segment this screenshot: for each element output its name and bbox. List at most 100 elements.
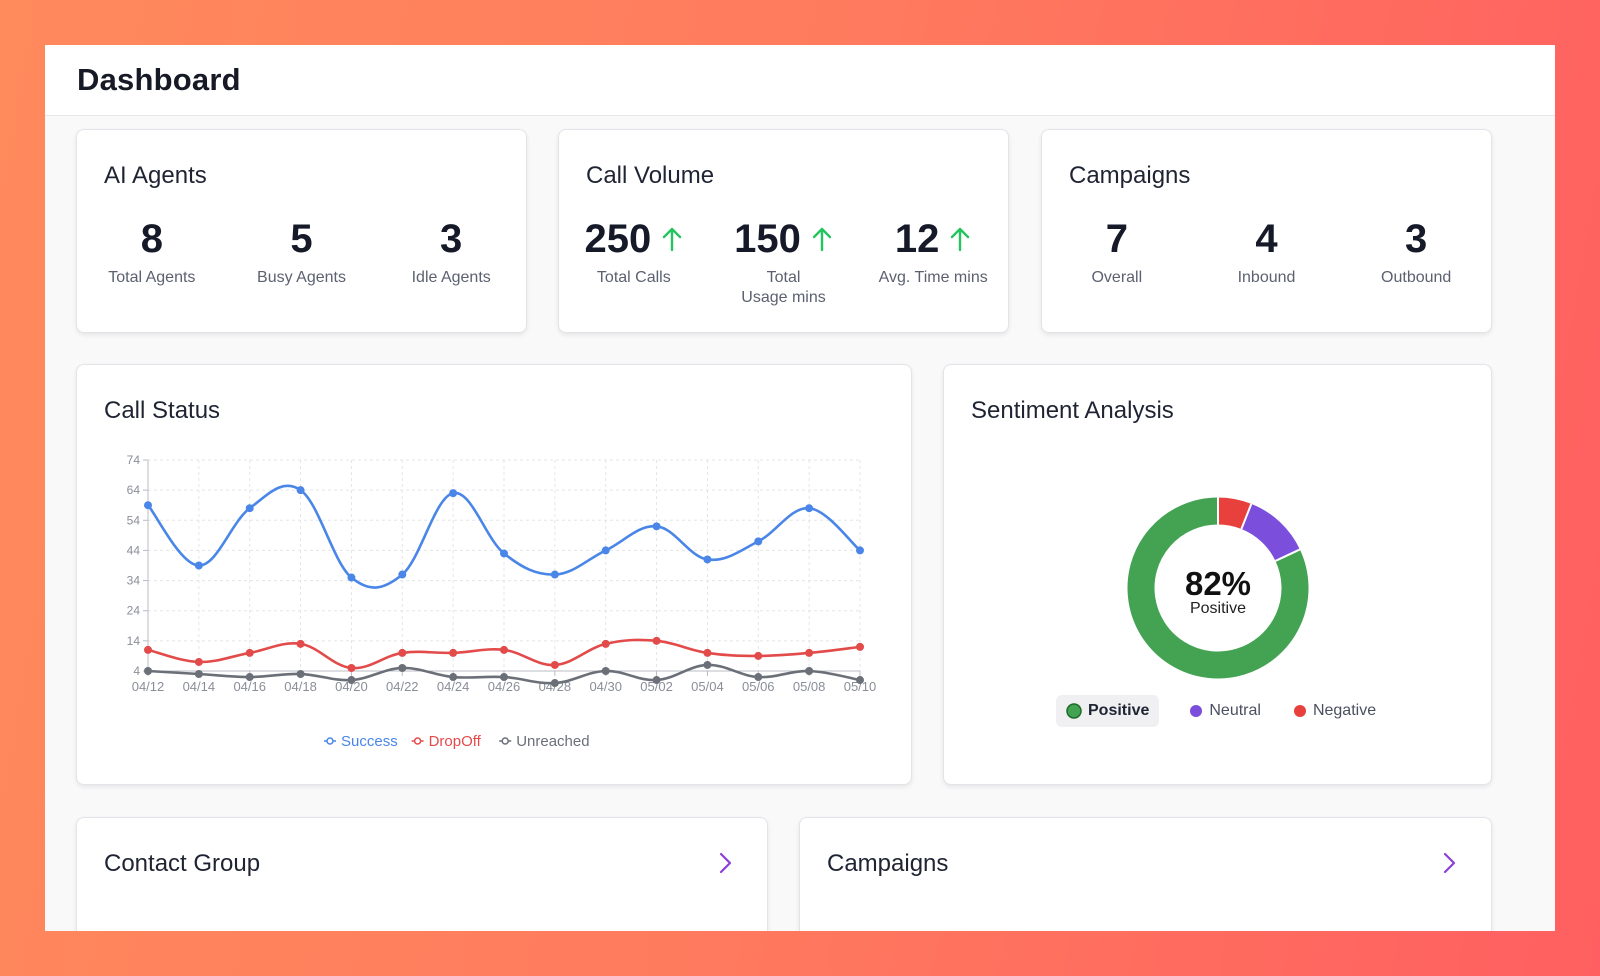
legend-label: Success [341, 733, 398, 750]
data-point-unreached [449, 673, 458, 682]
x-tick-label: 05/10 [844, 679, 877, 694]
arrow-up-icon [951, 227, 970, 252]
legend-item-success: Success [324, 733, 398, 750]
data-point-unreached [398, 663, 407, 672]
donut-center-label: Positive [1189, 600, 1247, 617]
donut-slice-neutral [1240, 503, 1300, 562]
legend-label: Negative [1312, 702, 1377, 719]
card-title: AI Agents [104, 162, 207, 189]
data-point-unreached [347, 676, 356, 685]
dashboard-window: Dashboard AI Agents 8 Total Agents 5 Bus… [45, 45, 1555, 931]
stat-overall: 7 Overall [1042, 216, 1192, 288]
top-bar: Dashboard [45, 45, 1555, 116]
donut-separator [1240, 503, 1253, 530]
card-title: Sentiment Analysis [971, 397, 1174, 424]
arrow-up-icon [663, 227, 682, 252]
data-point-dropoff [856, 642, 864, 651]
stat-value-row: 250 [584, 216, 683, 262]
data-point-success [194, 561, 203, 570]
stat-value: 3 [440, 217, 463, 261]
y-tick-label: 44 [127, 543, 141, 557]
data-point-dropoff [550, 660, 559, 669]
data-point-success [703, 555, 712, 564]
donut-separator [1275, 548, 1301, 562]
y-tick-label: 4 [133, 664, 140, 678]
data-point-unreached [500, 673, 508, 682]
chevron-right-icon[interactable] [715, 850, 735, 876]
x-tick-label: 04/24 [437, 679, 470, 694]
stat-busy-agents: 5 Busy Agents [227, 216, 377, 288]
x-tick-label: 04/18 [284, 679, 317, 694]
legend-positive[interactable]: Positive [1056, 695, 1160, 727]
data-point-dropoff [144, 645, 152, 654]
data-point-unreached [754, 673, 763, 682]
stat-outbound: 3 Outbound [1341, 216, 1491, 288]
stat-idle-agents: 3 Idle Agents [376, 216, 526, 288]
stat-value: 5 [290, 217, 313, 261]
legend-label: Neutral [1209, 702, 1261, 719]
campaigns-stats-card: Campaigns 7 Overall 4 Inbound 3 Outbound [1041, 129, 1492, 333]
data-point-success [754, 537, 763, 546]
legend-marker [326, 737, 334, 745]
data-point-dropoff [500, 645, 508, 654]
x-tick-label: 04/26 [488, 679, 521, 694]
data-point-unreached [194, 670, 203, 679]
data-point-unreached [144, 667, 152, 675]
stat-label: Overall [1091, 269, 1143, 286]
legend-label: DropOff [429, 733, 482, 750]
data-point-success [500, 549, 508, 558]
stat-value-row: 12 [895, 216, 972, 262]
sentiment-card: Sentiment Analysis 82% Positive Positive… [943, 364, 1492, 785]
legend-neutral[interactable]: Neutral [1189, 702, 1261, 720]
data-point-success [805, 504, 814, 513]
legend-negative[interactable]: Negative [1293, 702, 1376, 720]
data-point-success [245, 504, 254, 513]
data-point-unreached [805, 667, 814, 675]
stat-total-agents: 8 Total Agents [77, 216, 227, 288]
x-tick-label: 04/30 [589, 679, 622, 694]
donut-slice-positive [1127, 497, 1309, 679]
data-point-success [144, 501, 152, 510]
y-tick-label: 34 [127, 574, 141, 588]
donut-center-value: 82% [1184, 565, 1252, 602]
series-line-success [146, 484, 861, 589]
stat-value: 8 [140, 217, 163, 261]
data-point-success [347, 573, 356, 582]
data-point-dropoff [754, 651, 763, 660]
stat-value: 4 [1255, 217, 1278, 261]
data-point-dropoff [194, 657, 203, 666]
stat-label: Outbound [1381, 269, 1452, 286]
call-status-chart: 4 14 24 34 44 54 64 74 04/12 04/14 04/16 04/18 04/20… [127, 453, 877, 750]
x-tick-label: 05/08 [793, 679, 826, 694]
x-tick-label: 04/22 [386, 679, 419, 694]
legend-marker [501, 737, 509, 745]
ai-agents-card: AI Agents 8 Total Agents 5 Busy Agents 3… [76, 129, 527, 333]
y-tick-label: 64 [127, 483, 141, 497]
data-point-success [449, 489, 458, 498]
data-point-unreached [601, 667, 610, 675]
stat-value: 7 [1105, 217, 1128, 261]
legend-label: Positive [1088, 702, 1150, 719]
stat-value: 12 [894, 217, 940, 261]
stat-label: Inbound [1237, 269, 1296, 286]
data-point-success [398, 570, 407, 579]
data-point-success [601, 546, 610, 555]
legend-marker [413, 737, 422, 745]
stats-row: 7 Overall 4 Inbound 3 Outbound [1042, 216, 1491, 288]
arrow-up-icon [812, 227, 832, 252]
card-title: Call Volume [586, 162, 715, 189]
positive-dot-icon [1066, 703, 1082, 719]
stat-value-row: 150 [734, 216, 833, 262]
data-point-unreached [652, 676, 661, 685]
campaigns-list-card[interactable]: Campaigns [799, 817, 1492, 931]
chevron-right-icon[interactable] [1439, 850, 1459, 876]
data-point-dropoff [805, 648, 814, 657]
card-title: Contact Group [104, 850, 261, 877]
data-point-unreached [856, 676, 864, 685]
data-point-dropoff [449, 648, 458, 657]
data-point-dropoff [601, 639, 610, 648]
contact-group-card[interactable]: Contact Group [76, 817, 768, 931]
x-tick-label: 05/04 [691, 679, 724, 694]
data-point-dropoff [652, 636, 661, 645]
stat-avg-time: 12 Avg. Time mins [858, 216, 1008, 308]
